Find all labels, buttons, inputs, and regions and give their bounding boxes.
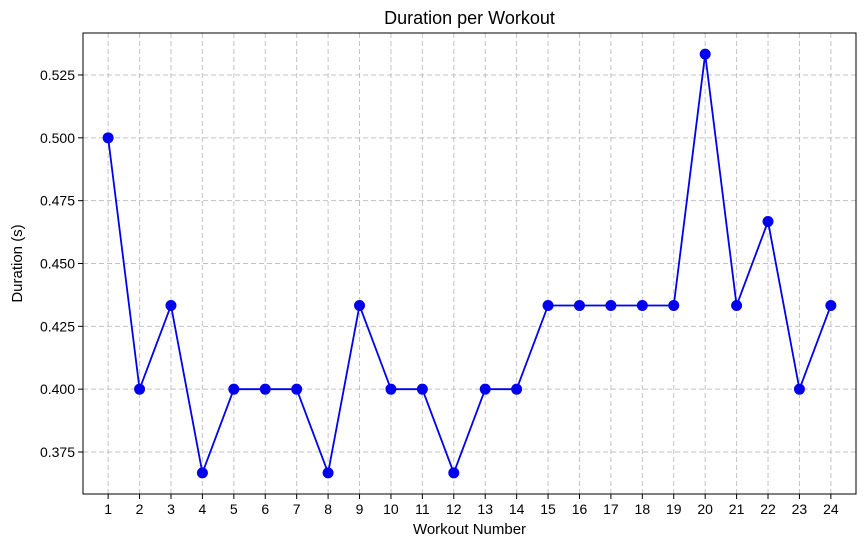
x-tick-label: 5 [230, 501, 238, 517]
data-point [385, 383, 397, 395]
data-point [291, 383, 303, 395]
x-axis-label: Workout Number [413, 521, 526, 538]
y-tick-label: 0.475 [40, 193, 75, 209]
data-point [699, 48, 711, 60]
data-point [573, 299, 585, 311]
x-tick-label: 22 [760, 501, 776, 517]
data-point [636, 299, 648, 311]
data-point [196, 467, 208, 479]
data-point [416, 383, 428, 395]
x-tick-label: 9 [356, 501, 364, 517]
data-point [668, 299, 680, 311]
x-tick-label: 15 [540, 501, 556, 517]
data-point [259, 383, 271, 395]
y-tick-label: 0.400 [40, 381, 75, 397]
x-tick-label: 19 [666, 501, 682, 517]
y-axis-label: Duration (s) [9, 224, 26, 302]
x-tick-label: 7 [293, 501, 301, 517]
data-point [134, 383, 146, 395]
x-tick-label: 10 [383, 501, 399, 517]
y-tick-label: 0.525 [40, 67, 75, 83]
data-point [165, 299, 177, 311]
x-tick-label: 11 [415, 501, 430, 517]
y-tick-label: 0.450 [40, 256, 75, 272]
data-point [228, 383, 240, 395]
grid [83, 33, 856, 494]
x-tick-label: 13 [477, 501, 493, 517]
data-point [448, 467, 460, 479]
x-tick-label: 21 [729, 501, 745, 517]
data-point [605, 299, 617, 311]
x-tick-label: 24 [823, 501, 839, 517]
ticks: 1 2 3 4 5 6 7 8 9 10 11 12 13 14 15 16 17 18 19 20 21 22 23 240… [40, 67, 839, 517]
series-layer [102, 48, 837, 479]
y-tick-label: 0.425 [40, 318, 75, 334]
data-point [354, 299, 366, 311]
x-tick-label: 14 [509, 501, 525, 517]
data-point [102, 132, 114, 144]
x-tick-label: 23 [792, 501, 808, 517]
data-point [479, 383, 491, 395]
y-tick-label: 0.375 [40, 444, 75, 460]
x-tick-label: 6 [261, 501, 269, 517]
x-tick-label: 17 [603, 501, 619, 517]
x-tick-label: 20 [697, 501, 713, 517]
data-point [825, 299, 837, 311]
x-tick-label: 3 [167, 501, 175, 517]
x-tick-label: 16 [572, 501, 588, 517]
x-tick-label: 18 [635, 501, 651, 517]
data-point [511, 383, 523, 395]
data-point [322, 467, 334, 479]
data-point [793, 383, 805, 395]
data-point [542, 299, 554, 311]
x-tick-label: 4 [199, 501, 207, 517]
data-point [762, 216, 774, 228]
data-point [731, 299, 743, 311]
chart-title: Duration per Workout [384, 8, 555, 28]
x-tick-label: 2 [136, 501, 144, 517]
y-tick-label: 0.500 [40, 130, 75, 146]
x-tick-label: 12 [446, 501, 462, 517]
x-tick-label: 8 [324, 501, 332, 517]
series-line [107, 54, 832, 477]
x-tick-label: 1 [104, 501, 112, 517]
